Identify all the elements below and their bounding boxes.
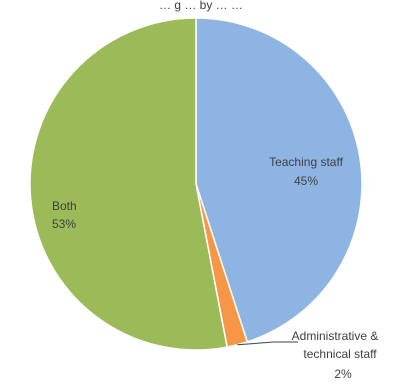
label-administrative-technical-staff-line-2: technical staff xyxy=(303,347,377,361)
pie-slice-teaching-staff xyxy=(195,17,363,343)
label-teaching-staff: Teaching staff xyxy=(269,155,343,169)
label-both: Both xyxy=(52,199,77,213)
chart-title: … g … by … … xyxy=(159,0,243,12)
pie-slice-both xyxy=(29,17,228,351)
pie-labels: Teaching staff 45% Administrative & technic… xyxy=(52,155,378,381)
value-administrative-technical-staff: 2% xyxy=(334,367,352,381)
leader-line-administrative-technical-staff xyxy=(237,341,298,346)
value-teaching-staff: 45% xyxy=(294,174,318,188)
pie-slices xyxy=(29,17,363,351)
value-both: 53% xyxy=(52,217,76,231)
label-administrative-technical-staff-line-1: Administrative & xyxy=(292,329,379,343)
